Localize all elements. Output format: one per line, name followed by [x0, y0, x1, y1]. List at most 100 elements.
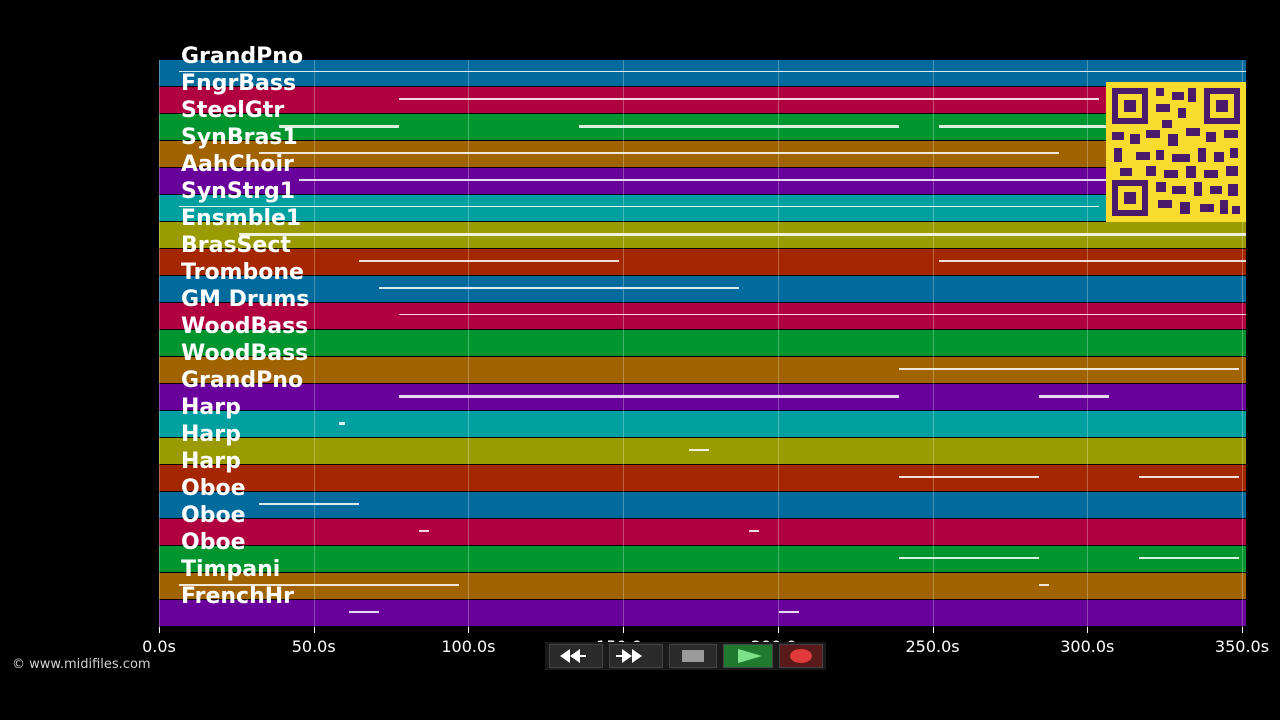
track-lane	[159, 141, 1246, 167]
track-label: GrandPno	[181, 368, 304, 393]
rewind-button[interactable]	[549, 644, 603, 668]
track-lane	[159, 411, 1246, 437]
fast-forward-button[interactable]	[609, 644, 663, 668]
note-mark	[899, 368, 1239, 370]
track-lane	[159, 438, 1246, 464]
track-lane	[159, 60, 1246, 86]
track-lane	[159, 357, 1246, 383]
transport-controls	[545, 642, 826, 670]
grid-line	[623, 60, 625, 627]
note-mark	[1039, 395, 1109, 398]
track-label: Oboe	[181, 476, 246, 501]
track-lane	[159, 276, 1246, 302]
track-label: GrandPno	[181, 44, 304, 69]
track-lane	[159, 195, 1246, 221]
qr-code-icon	[1112, 88, 1240, 216]
stop-button[interactable]	[669, 644, 717, 668]
piano-roll	[159, 60, 1246, 627]
track-label: BrasSect	[181, 233, 291, 258]
track-label: Harp	[181, 422, 241, 447]
track-lane	[159, 519, 1246, 545]
note-mark	[899, 557, 1039, 559]
track-label: Oboe	[181, 503, 246, 528]
note-mark	[939, 260, 1246, 262]
track-lane	[159, 546, 1246, 572]
track-lane	[159, 249, 1246, 275]
track-label: Trombone	[181, 260, 304, 285]
track-label: SteelGtr	[181, 98, 285, 123]
tick-mark	[623, 627, 625, 633]
grid-line	[313, 60, 315, 627]
track-lane	[159, 87, 1246, 113]
note-mark	[1139, 476, 1239, 478]
fast-forward-icon	[616, 649, 642, 663]
note-mark	[339, 422, 345, 425]
track-label: FngrBass	[181, 71, 297, 96]
note-mark	[1139, 557, 1239, 559]
track-label: WoodBass	[181, 341, 309, 366]
tick-mark	[777, 627, 779, 633]
note-mark	[179, 584, 459, 586]
tick-mark	[159, 627, 160, 633]
note-mark	[299, 179, 1246, 181]
track-label: Harp	[181, 395, 241, 420]
grid-line	[777, 60, 779, 627]
tick-label: 100.0s	[441, 637, 496, 656]
tick-mark	[468, 627, 470, 633]
note-mark	[349, 611, 379, 613]
note-mark	[399, 98, 1099, 100]
track-label: SynStrg1	[181, 179, 296, 204]
tick-mark	[313, 627, 315, 633]
note-mark	[939, 125, 1246, 128]
tick-label: 250.0s	[905, 637, 960, 656]
tick-label: 350.0s	[1214, 637, 1270, 656]
note-mark	[899, 476, 1039, 478]
play-icon	[738, 649, 762, 663]
track-lane	[159, 465, 1246, 491]
note-mark	[359, 260, 619, 262]
track-label: WoodBass	[181, 314, 309, 339]
note-mark	[779, 611, 799, 613]
grid-line	[932, 60, 934, 627]
note-mark	[179, 206, 1099, 207]
track-label: AahChoir	[181, 152, 294, 177]
tick-mark	[1242, 627, 1243, 633]
note-mark	[399, 314, 1246, 315]
note-mark	[239, 233, 1246, 236]
track-lane	[159, 492, 1246, 518]
stop-icon	[682, 650, 704, 662]
note-mark	[279, 125, 399, 128]
note-mark	[379, 287, 739, 289]
track-lane	[159, 168, 1246, 194]
note-mark	[1039, 584, 1049, 586]
grid-line	[468, 60, 470, 627]
note-mark	[399, 395, 899, 398]
note-mark	[689, 449, 709, 451]
track-lane	[159, 573, 1246, 599]
track-lane	[159, 303, 1246, 329]
tick-mark	[1087, 627, 1089, 633]
record-button[interactable]	[779, 644, 823, 668]
note-mark	[259, 503, 359, 505]
copyright-text: © www.midifiles.com	[12, 657, 151, 672]
record-icon	[790, 649, 812, 663]
track-label: Ensmble1	[181, 206, 302, 231]
tick-mark	[932, 627, 934, 633]
note-mark	[419, 530, 429, 532]
grid-line	[159, 60, 160, 627]
track-label: Timpani	[181, 557, 281, 582]
qr-code	[1106, 82, 1246, 222]
track-label: Oboe	[181, 530, 246, 555]
note-mark	[179, 71, 1246, 72]
tick-label: 50.0s	[291, 637, 336, 656]
note-mark	[259, 152, 1059, 154]
track-lane	[159, 600, 1246, 626]
tick-label: 0.0s	[142, 637, 176, 656]
play-button[interactable]	[723, 644, 773, 668]
tick-label: 300.0s	[1060, 637, 1115, 656]
note-mark	[579, 125, 899, 128]
track-label: FrenchHr	[181, 584, 295, 609]
track-lane	[159, 330, 1246, 356]
track-label: SynBras1	[181, 125, 298, 150]
note-mark	[749, 530, 759, 532]
